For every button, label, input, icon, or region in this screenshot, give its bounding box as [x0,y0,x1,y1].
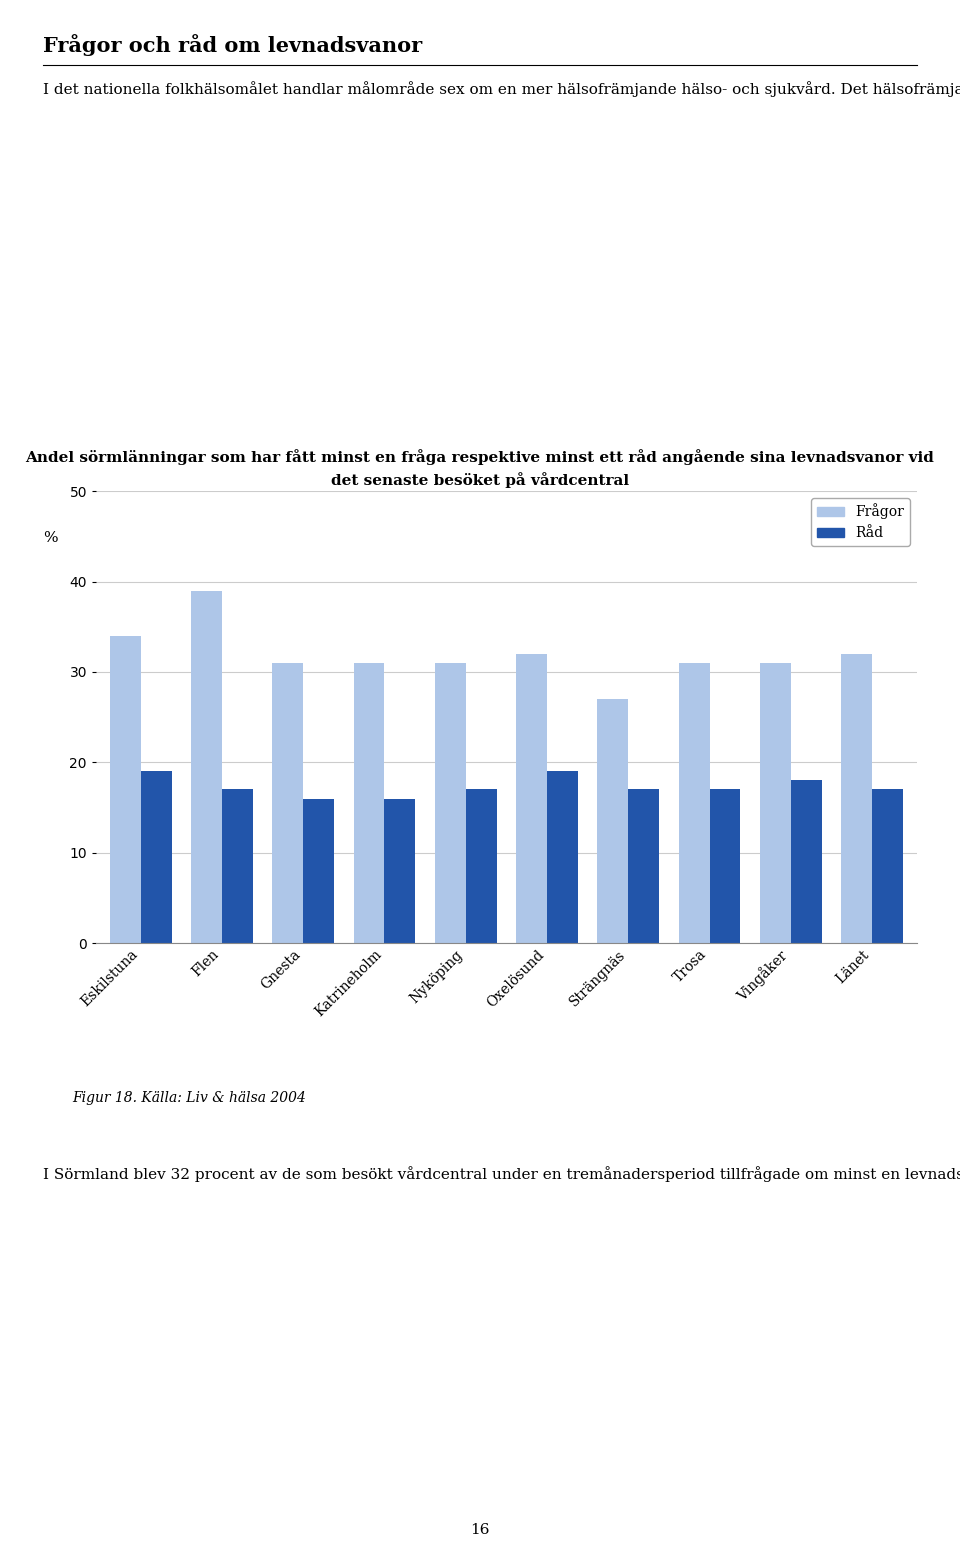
Text: I Sörmland blev 32 procent av de som besökt vårdcentral under en tremånadersperi: I Sörmland blev 32 procent av de som bes… [43,1166,960,1182]
Bar [273,663,303,943]
Bar [597,698,628,943]
Bar [841,653,872,943]
Bar [791,781,822,943]
Legend: Frågor, Råd: Frågor, Råd [811,497,910,546]
Y-axis label: %: % [43,532,59,546]
Bar [760,663,791,943]
Text: I det nationella folkhälsomålet handlar målområde sex om en mer hälsofrämjande h: I det nationella folkhälsomålet handlar … [43,81,960,97]
Text: 16: 16 [470,1523,490,1537]
Text: Andel sörmlänningar som har fått minst en fråga respektive minst ett råd angåend: Andel sörmlänningar som har fått minst e… [26,449,934,465]
Bar [303,798,334,943]
Bar [353,663,385,943]
Bar [435,663,466,943]
Bar [191,591,222,943]
Text: Figur 18. Källa: Liv & hälsa 2004: Figur 18. Källa: Liv & hälsa 2004 [72,1091,306,1105]
Bar [872,789,903,943]
Bar [628,789,660,943]
Bar [466,789,496,943]
Bar [385,798,416,943]
Bar [709,789,740,943]
Bar [516,653,547,943]
Bar [141,772,172,943]
Bar [109,636,141,943]
Text: Frågor och råd om levnadsvanor: Frågor och råd om levnadsvanor [43,34,422,56]
Bar [222,789,252,943]
Text: det senaste besöket på vårdcentral: det senaste besöket på vårdcentral [331,472,629,488]
Bar [547,772,578,943]
Bar [679,663,709,943]
